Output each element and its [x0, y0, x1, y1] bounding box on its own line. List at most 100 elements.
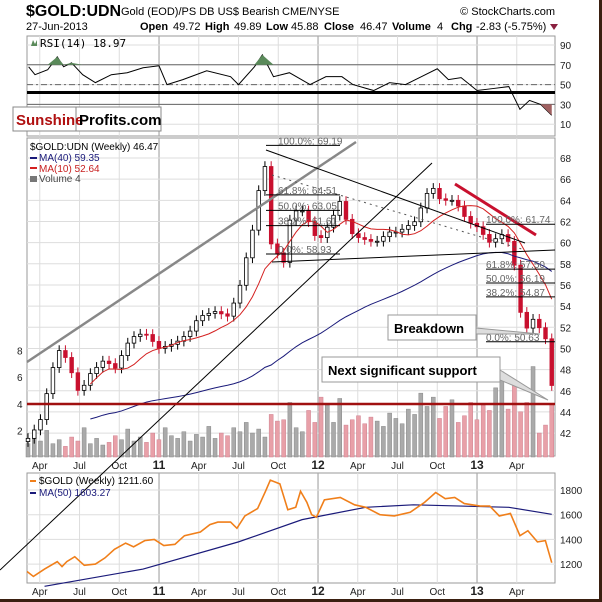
- gold-price-line: [26, 479, 553, 578]
- candle-body: [268, 166, 274, 245]
- fib-left-label: 38.2%: 61.61: [278, 217, 337, 228]
- volume-bar: [399, 423, 405, 458]
- volume-bar: [306, 410, 311, 458]
- volume-bar: [231, 427, 237, 458]
- chg-value: -2.83 (-5.75%): [476, 21, 546, 33]
- price-x-tick: Apr: [191, 461, 207, 472]
- gold-x-tick: Apr: [509, 587, 525, 598]
- candle-body: [374, 240, 380, 243]
- low-value: 45.88: [291, 21, 319, 33]
- volume-bar: [524, 402, 530, 458]
- volume-bar: [431, 396, 436, 458]
- fibonacci-layer: 100.0%: 69.19 61.8%: 64.51 50.0%: 63.05 38.…: [266, 136, 555, 344]
- price-layer: [25, 161, 554, 447]
- ohlc-summary: Open 49.72 High 49.89 Low 45.88 Close 46…: [140, 21, 558, 33]
- price-y-tick: 64: [560, 196, 572, 207]
- candle-body: [543, 327, 548, 340]
- volume-bar: [156, 439, 162, 458]
- volume-bar: [474, 419, 480, 458]
- volume-bar: [243, 422, 249, 458]
- frame-border: [599, 0, 602, 602]
- rsi-overbought-fill: [47, 56, 64, 65]
- candle-body: [194, 320, 199, 332]
- candle-body: [81, 384, 87, 391]
- gold-x-tick: Jul: [232, 587, 245, 598]
- volume-bar: [462, 415, 467, 458]
- price-y-tick: 60: [560, 239, 572, 250]
- rsi-overbought-fill: [63, 62, 83, 65]
- high-value: 49.89: [234, 21, 262, 33]
- candle-body: [306, 210, 311, 223]
- volume-bar: [312, 422, 318, 458]
- price-x-tick: Oct: [270, 461, 286, 472]
- volume-bar: [543, 424, 548, 458]
- volume-bar: [144, 442, 149, 458]
- volume-bar: [374, 420, 380, 458]
- candle-body: [125, 342, 130, 356]
- volume-bar: [368, 416, 374, 458]
- candle-body: [56, 350, 62, 368]
- volume-bar: [480, 404, 486, 458]
- candle-body: [206, 312, 212, 316]
- volume-bar: [437, 418, 442, 458]
- volume-y-tick: 8: [17, 347, 23, 358]
- volume-bar: [356, 415, 361, 458]
- volume-bar: [219, 432, 224, 458]
- candle-body: [219, 311, 224, 315]
- volume-bar: [119, 439, 124, 458]
- volume-bar: [237, 431, 243, 458]
- rsi-y-tick: 50: [560, 81, 572, 92]
- candle-body: [418, 207, 424, 223]
- volume-y-tick: 2: [17, 426, 23, 437]
- gold-y-tick: 1800: [560, 486, 583, 497]
- price-x-tick: Apr: [350, 461, 366, 472]
- volume-bar: [150, 432, 155, 458]
- fib-right-label: 100.0%: 61.74: [486, 215, 551, 226]
- fib-right-label: 38.2%: 54.87: [486, 288, 545, 299]
- candle-body: [518, 264, 523, 313]
- volume-bar: [81, 427, 87, 458]
- candle-body: [281, 252, 286, 263]
- rsi-y-tick: 90: [560, 41, 572, 52]
- candle-body: [387, 231, 392, 238]
- volume-bar: [349, 419, 355, 458]
- volume-bar: [50, 443, 56, 458]
- volume-bar: [131, 440, 137, 458]
- volume-bar: [275, 420, 280, 458]
- volume-bar: [106, 442, 112, 458]
- volume-bar: [206, 426, 212, 458]
- candle-body: [449, 199, 455, 202]
- rsi-y-tick: 10: [560, 120, 572, 131]
- volume-bar: [268, 414, 274, 458]
- fib-right-label: 50.0%: 56.19: [486, 274, 545, 285]
- trend-lines: [0, 140, 556, 571]
- exchange: CME/NYSE: [282, 6, 339, 18]
- volume-bar: [187, 440, 193, 458]
- candle-body: [343, 201, 349, 220]
- volume-bar: [262, 436, 268, 458]
- candle-body: [537, 318, 542, 329]
- red-resistance-line: [454, 182, 537, 237]
- gold-y-tick: 1200: [560, 560, 583, 571]
- candle-body: [231, 302, 236, 317]
- volume-bar: [337, 398, 343, 458]
- candle-body: [362, 237, 367, 240]
- volume-bar: [287, 402, 293, 458]
- volume-bar: [194, 434, 199, 458]
- price-y-tick: 44: [560, 408, 572, 419]
- candle-body: [32, 429, 37, 439]
- volume-bar: [281, 419, 286, 458]
- volume-bar: [505, 408, 511, 458]
- fib-right-label: 0.0%: 50.63: [486, 333, 540, 344]
- candle-body: [406, 225, 411, 230]
- candle-body: [350, 218, 355, 235]
- candle-body: [530, 318, 536, 329]
- gold-x-tick: Apr: [32, 587, 48, 598]
- rsi-overbought-fill: [254, 54, 274, 65]
- fib-left-label: 50.0%: 63.05: [278, 201, 337, 212]
- high-label: High: [205, 21, 230, 33]
- candle-body: [337, 201, 342, 216]
- candle-body: [156, 341, 162, 349]
- trend-channel-upper: [26, 140, 357, 364]
- close-value: 46.47: [360, 21, 388, 33]
